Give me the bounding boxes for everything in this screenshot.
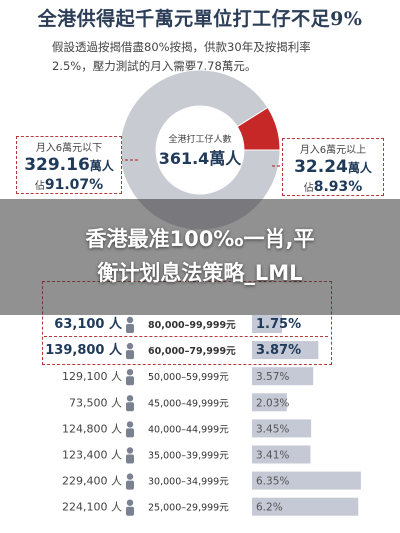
highlight-group-divider [44,336,328,337]
worker-icon-body [126,350,134,360]
bar [252,315,282,333]
worker-icon-head [126,473,134,480]
worker-icon-head [126,316,134,324]
row-count: 229,400 人 [62,475,122,488]
bar-value-label: 6.2% [256,502,283,514]
row-income-range: 40,000–44,999元 [148,424,229,435]
worker-icon-head [126,369,134,376]
worker-icon-body [126,376,134,386]
right-box-number: 32.24萬人 [294,157,372,177]
subtitle-line-2: 2.5%，壓力測試的月入需要7.78萬元。 [52,59,257,73]
worker-icon-body [126,324,134,333]
bar-value-label: 2.03% [256,397,289,409]
donut-hole [157,107,243,193]
left-box-number: 329.16萬人 [24,155,114,175]
bar [252,393,287,412]
bar-value-label: 3.57% [256,371,289,383]
bar-value-label: 3.45% [256,423,289,435]
left-box-percent: 佔91.07% [34,177,104,193]
worker-icon-head [126,342,134,350]
banner-line-2: 衡计划息法策略_LML [97,261,303,285]
right-box-label: 月入6萬元以上 [299,145,367,156]
overlay-banner-text: 香港最准100‰一肖,平 衡计划息法策略_LML [6,222,394,290]
row-count: 124,800 人 [62,422,122,435]
row-count: 63,100 人 [54,316,123,332]
bar [252,471,361,490]
row-income-range: 80,000–99,999元 [148,320,236,331]
worker-icon-body [126,402,134,412]
donut-center-label: 全港打工仔人數 [168,133,231,145]
worker-icon-head [126,499,134,506]
row-count: 224,100 人 [62,501,122,514]
bar-value-label: 3.87% [256,343,301,358]
bar [252,445,311,464]
worker-icon-body [126,506,134,516]
worker-icon-body [126,454,134,464]
row-income-range: 50,000–59,999元 [148,372,229,383]
row-count: 129,100 人 [62,370,122,383]
row-count: 73,500 人 [69,396,122,409]
banner-line-1: 香港最准100‰一肖,平 [85,227,315,251]
row-income-range: 60,000–79,999元 [148,346,236,357]
subtitle: 假設透過按揭借盡80%按揭，供款30年及按揭利率 2.5%，壓力測試的月入需要7… [52,38,372,76]
chart-title: 全港供得起千萬元單位打工仔不足9% [37,8,363,30]
bar-value-label: 1.75% [256,317,301,332]
bar [252,497,359,516]
worker-icon-body [126,428,134,438]
row-income-range: 35,000–39,999元 [148,451,229,462]
row-income-range: 25,000–29,999元 [148,503,229,514]
right-box-percent: 佔8.93% [303,179,363,195]
bar [252,341,319,360]
left-summary-box: 月入6萬元以下 329.16萬人 佔91.07% [16,136,122,194]
worker-icon-head [126,447,134,454]
bar [252,367,314,386]
worker-icon-head [126,395,134,402]
row-income-range: 45,000–49,999元 [148,398,229,409]
left-box-label: 月入6萬元以下 [35,143,103,154]
worker-icon-body [126,480,134,490]
bar [252,419,312,438]
bar-value-label: 3.41% [256,450,289,462]
subtitle-line-1: 假設透過按揭借盡80%按揭，供款30年及按揭利率 [52,40,311,54]
row-count: 123,400 人 [62,449,122,462]
right-summary-box: 月入6萬元以上 32.24萬人 佔8.93% [282,138,384,196]
donut-center-number: 361.4萬人 [159,149,243,168]
overlay-banner [0,199,400,315]
bar-value-label: 6.35% [256,476,289,488]
row-count: 139,800 人 [45,342,123,358]
worker-icon-head [126,421,134,428]
row-income-range: 30,000–34,999元 [148,477,229,488]
